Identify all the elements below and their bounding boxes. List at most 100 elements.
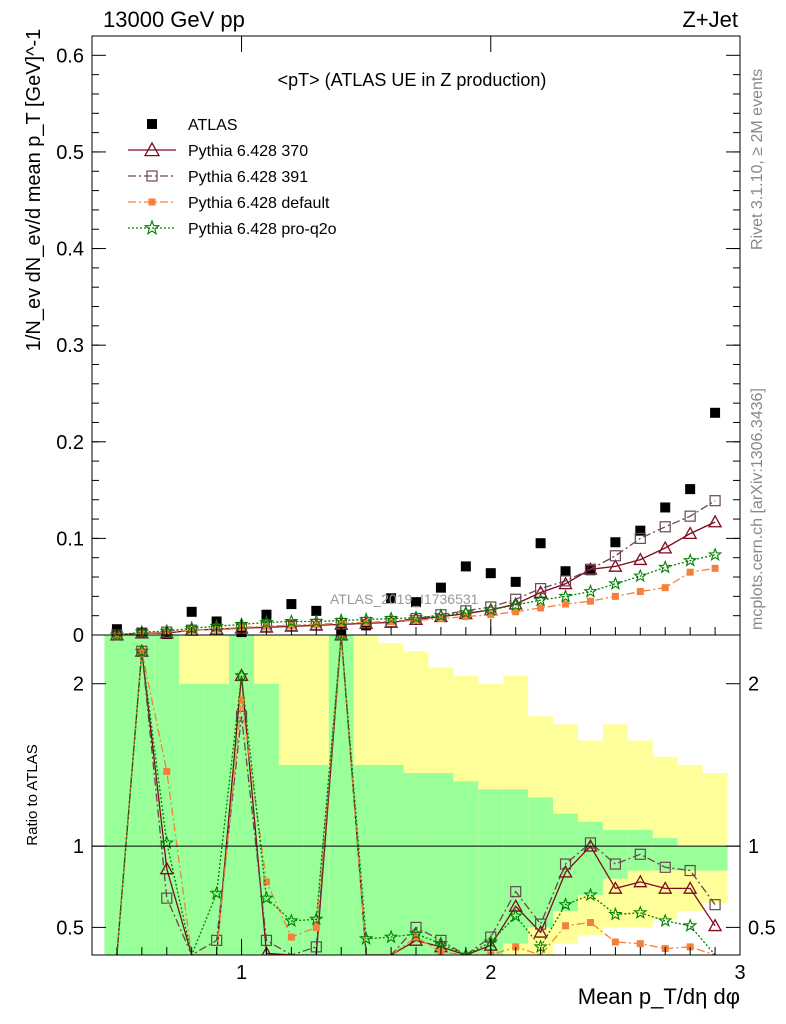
point-2-22 xyxy=(659,521,671,533)
xtick-label: 3 xyxy=(734,962,745,984)
point-2-19 xyxy=(584,563,597,575)
ratio-point-1-4 xyxy=(211,934,223,946)
point-4-10 xyxy=(358,611,374,626)
green-band-bin xyxy=(403,773,429,955)
point-0-16 xyxy=(510,576,521,587)
ratio-point-3-13 xyxy=(433,936,449,950)
green-band-bin xyxy=(528,797,554,928)
upper-ytick-label: 0.6 xyxy=(56,45,84,67)
point-4-14 xyxy=(458,605,474,619)
point-0-23 xyxy=(685,484,696,495)
ratio-point-3-4 xyxy=(209,885,224,900)
point-4-6 xyxy=(259,614,274,629)
point-3-16 xyxy=(512,608,520,616)
ratio-point-1-21 xyxy=(634,848,646,860)
point-0-3 xyxy=(186,606,197,617)
point-0-20 xyxy=(610,537,621,548)
ratio-point-3-7 xyxy=(284,913,299,927)
ratio-point-3-9 xyxy=(336,635,346,642)
point-4-15 xyxy=(483,602,498,616)
ratio-point-0-21 xyxy=(633,874,648,888)
point-3-23 xyxy=(686,568,694,576)
ratio-point-1-23 xyxy=(684,864,696,877)
green-band-bin xyxy=(453,781,479,955)
yellow-band-bin xyxy=(602,724,628,928)
upper-ytick-label: 0 xyxy=(73,625,84,647)
mcplots-label: mcplots.cern.ch [arXiv:1306.3436] xyxy=(749,388,766,630)
header-right: Z+Jet xyxy=(682,7,738,32)
point-3-7 xyxy=(287,621,295,629)
ratio-point-2-20 xyxy=(611,938,619,946)
upper-ytick-label: 0.3 xyxy=(56,335,84,357)
green-band-bin xyxy=(677,846,703,871)
legend-marker-3 xyxy=(148,198,156,206)
ratio-series xyxy=(116,635,723,955)
green-band-bin xyxy=(553,813,578,912)
ratio-point-2-12 xyxy=(412,933,420,941)
ratio-point-2-6 xyxy=(262,878,270,886)
green-band-bin xyxy=(378,764,404,955)
ratio-point-3-19 xyxy=(583,887,598,902)
legend-label-4: Pythia 6.428 pro-q2o xyxy=(188,221,337,238)
point-3-14 xyxy=(462,613,470,621)
point-0-18 xyxy=(560,566,571,577)
green-band-bin xyxy=(627,829,653,871)
yellow-band-bin xyxy=(652,756,678,920)
point-4-17 xyxy=(533,592,548,607)
legend: ATLAS Pythia 6.428 370 Pythia 6.428 391 Pyt… xyxy=(128,117,337,238)
point-3-22 xyxy=(661,584,669,592)
ratio-bands xyxy=(104,635,728,955)
ratio-point-3-1 xyxy=(134,643,150,658)
green-band-bin xyxy=(278,764,304,955)
ratio-point-1-22 xyxy=(659,861,671,873)
ratio-point-3-16 xyxy=(508,908,523,923)
ratio-point-3-10 xyxy=(358,931,374,945)
lower-ytick-label: 0.5 xyxy=(56,917,84,939)
point-3-17 xyxy=(537,604,545,612)
ratio-point-3-23 xyxy=(682,918,698,932)
ratio-point-1-12 xyxy=(410,921,422,933)
point-0-17 xyxy=(535,538,546,549)
lower-ytick-label-right: 0.5 xyxy=(748,917,776,939)
ratio-point-1-16 xyxy=(510,886,522,898)
upper-ytick-label: 0.5 xyxy=(56,142,84,164)
legend-marker-4 xyxy=(143,219,161,235)
green-band-bin xyxy=(578,821,603,895)
rivet-label: Rivet 3.1.10, ≥ 2M events xyxy=(749,69,766,250)
point-1-21 xyxy=(633,552,648,566)
point-0-15 xyxy=(485,568,496,579)
ratio-point-0-24 xyxy=(707,918,723,932)
point-4-12 xyxy=(408,610,424,624)
ratio-band-group xyxy=(104,635,728,955)
point-4-13 xyxy=(433,608,449,622)
point-4-24 xyxy=(707,547,723,561)
ratio-point-0-20 xyxy=(608,881,623,894)
ratio-point-3-11 xyxy=(383,929,399,944)
point-3-19 xyxy=(586,597,594,605)
point-1-24 xyxy=(707,514,723,528)
ratio-point-2-7 xyxy=(287,933,295,941)
upper-ytick-label: 0.1 xyxy=(56,528,84,550)
upper-ylabel: 1/N_ev dN_ev/d mean p_T [GeV]^-1 xyxy=(23,29,45,352)
ratio-point-0-17 xyxy=(533,924,548,938)
point-4-19 xyxy=(583,583,598,598)
green-band-bin xyxy=(702,846,728,871)
point-4-0 xyxy=(109,627,125,642)
point-0-24 xyxy=(710,407,721,418)
ratio-point-2-19 xyxy=(586,919,594,927)
series-line-4 xyxy=(116,554,716,636)
point-4-20 xyxy=(608,576,623,590)
point-4-11 xyxy=(383,611,399,625)
point-0-11 xyxy=(386,593,397,604)
point-4-22 xyxy=(658,559,673,574)
ratio-point-1-20 xyxy=(609,858,621,870)
point-1-17 xyxy=(533,585,548,598)
ratio-point-3-21 xyxy=(633,905,648,919)
point-0-7 xyxy=(286,599,297,610)
ratio-point-1-6 xyxy=(260,934,273,946)
point-1-23 xyxy=(683,526,698,540)
ratio-point-1-18 xyxy=(559,858,572,870)
point-0-19 xyxy=(585,565,596,576)
lower-ylabel: Ratio to ATLAS xyxy=(24,744,41,845)
yellow-band-bin xyxy=(677,764,703,912)
